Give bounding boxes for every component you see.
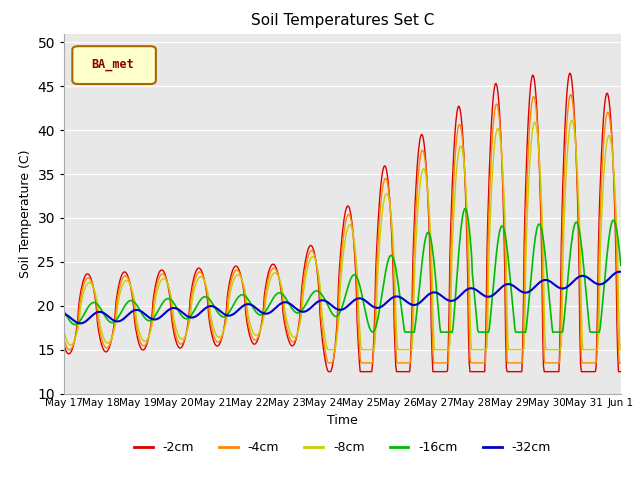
- Line: -4cm: -4cm: [64, 95, 621, 363]
- Line: -8cm: -8cm: [64, 120, 621, 350]
- -32cm: [617, 269, 625, 275]
- -32cm: [566, 281, 574, 287]
- Line: -32cm: -32cm: [64, 272, 621, 324]
- -8cm: [335, 319, 342, 325]
- -32cm: [60, 311, 68, 317]
- -8cm: [60, 329, 68, 335]
- -2cm: [568, 74, 575, 80]
- -4cm: [182, 331, 190, 337]
- -2cm: [444, 367, 451, 373]
- -16cm: [388, 253, 396, 259]
- -32cm: [335, 307, 342, 312]
- -32cm: [207, 303, 215, 309]
- Text: BA_met: BA_met: [92, 59, 134, 72]
- -4cm: [566, 92, 574, 97]
- -2cm: [182, 331, 190, 336]
- X-axis label: Time: Time: [327, 414, 358, 427]
- -32cm: [183, 313, 191, 319]
- -4cm: [335, 303, 342, 309]
- -4cm: [444, 360, 451, 366]
- -8cm: [444, 347, 451, 353]
- -16cm: [568, 241, 575, 247]
- -4cm: [206, 317, 214, 323]
- -8cm: [568, 118, 576, 123]
- -32cm: [616, 269, 624, 275]
- -32cm: [76, 321, 84, 326]
- -8cm: [206, 308, 214, 313]
- -4cm: [324, 360, 332, 366]
- -16cm: [60, 309, 68, 314]
- -8cm: [566, 120, 574, 126]
- Line: -2cm: -2cm: [64, 73, 621, 372]
- -16cm: [334, 312, 342, 318]
- -2cm: [324, 369, 332, 374]
- Line: -16cm: -16cm: [64, 208, 621, 332]
- Legend: -2cm, -4cm, -8cm, -16cm, -32cm: -2cm, -4cm, -8cm, -16cm, -32cm: [129, 436, 556, 459]
- -8cm: [389, 231, 397, 237]
- -16cm: [182, 316, 190, 322]
- -16cm: [206, 297, 214, 303]
- -2cm: [566, 70, 573, 76]
- -8cm: [617, 347, 625, 353]
- -8cm: [324, 347, 332, 353]
- -16cm: [444, 329, 451, 335]
- -2cm: [60, 342, 68, 348]
- Y-axis label: Soil Temperature (C): Soil Temperature (C): [19, 149, 32, 278]
- -32cm: [444, 297, 451, 303]
- -4cm: [60, 336, 68, 342]
- -2cm: [389, 255, 397, 261]
- -16cm: [461, 205, 469, 211]
- -8cm: [182, 331, 190, 336]
- -4cm: [568, 92, 575, 98]
- Title: Soil Temperatures Set C: Soil Temperatures Set C: [251, 13, 434, 28]
- -4cm: [617, 360, 625, 366]
- -4cm: [389, 242, 397, 248]
- -16cm: [617, 263, 625, 268]
- -16cm: [401, 329, 409, 335]
- -2cm: [617, 369, 625, 374]
- -32cm: [389, 295, 397, 300]
- -2cm: [206, 323, 214, 329]
- -2cm: [335, 281, 342, 287]
- FancyBboxPatch shape: [72, 46, 156, 84]
